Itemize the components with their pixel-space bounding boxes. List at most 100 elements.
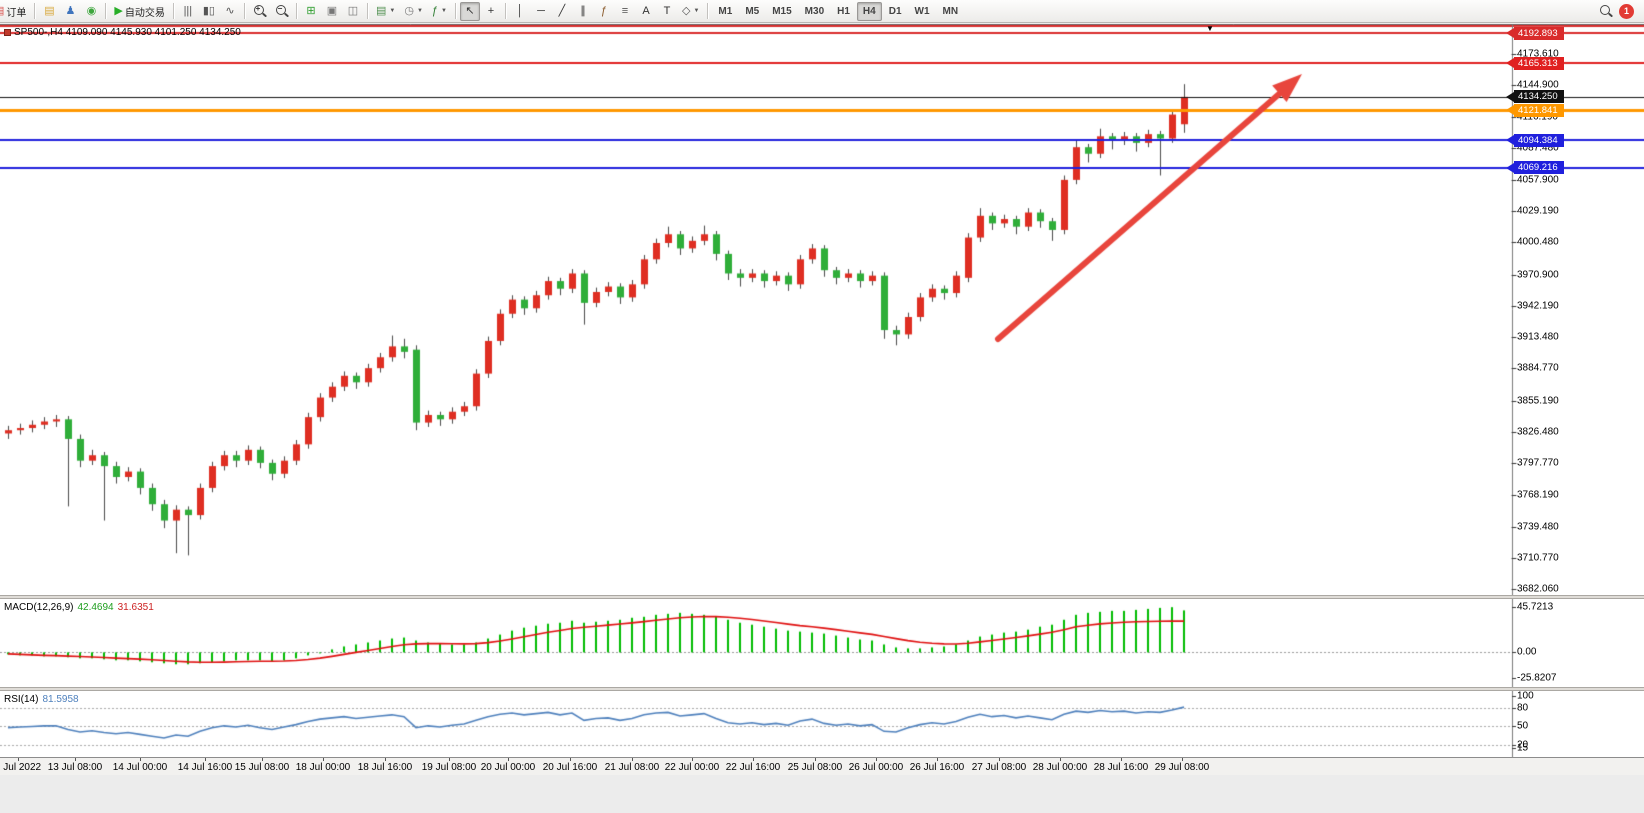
time-axis-tick [140,758,141,761]
time-axis-label: 18 Jul 00:00 [295,762,351,773]
profile-button[interactable]: ♟ [60,2,80,21]
label-tool-icon: T [663,4,671,17]
zoom-out-button[interactable]: − [271,2,292,21]
candle-chart-mode-button[interactable]: ▮▯ [199,2,219,21]
cascade-windows-button[interactable]: ▣ [322,2,342,21]
toolbar-separator [366,3,368,19]
cursor-tool-button[interactable]: ↖ [459,1,480,21]
time-axis-label: 14 Jul 00:00 [112,762,168,773]
fibonacci-tool-button[interactable]: ƒ [594,2,614,21]
crosshair-tool-button[interactable]: + [481,2,501,21]
toolbar-separator [34,3,36,19]
resistance-line-2-price-tag[interactable]: 4165.313 [1506,56,1564,70]
cascade-windows-icon: ▣ [326,4,338,17]
rsi-value: 81.5958 [42,694,79,705]
toolbar-separator [295,3,297,19]
price-axis-label: 4173.610 [1517,48,1559,60]
chart-profiles-button[interactable]: ◷ ▼ [400,2,427,21]
timeframe-m15-button[interactable]: M15 [772,5,792,17]
horizontal-line-tool-button[interactable]: ─ [531,2,551,21]
time-axis-tick [1182,758,1183,761]
zoom-in-button[interactable]: + [249,2,270,21]
candle-chart-mode-icon: ▮▯ [202,4,215,17]
time-axis-tick [937,758,938,761]
bar-chart-mode-button[interactable]: ||| [178,2,198,21]
chart-title: SP500-,H4 4109.090 4145.930 4101.250 413… [4,27,241,38]
indicators-icon: ƒ [431,4,439,17]
timeframe-mn-button[interactable]: MN [942,5,959,17]
mql5-community-button[interactable]: ◉ [81,2,101,21]
macd-pane[interactable]: MACD(12,26,9) 42.4694 31.6351 45.7213 0.00 -… [0,599,1644,687]
time-axis[interactable]: 2 Jul 2022 13 Jul 08:00 14 Jul 00:00 14 Jul… [0,757,1644,775]
support-line-blue-1-price-tag[interactable]: 4094.384 [1506,133,1564,147]
profile-icon: ♟ [65,4,76,17]
rsi-chart-canvas[interactable] [0,691,1644,757]
line-chart-mode-button[interactable]: ∿ [220,2,240,21]
chart-profiles-dropdown-icon: ▼ [416,8,423,14]
macd-axis-label: -25.8207 [1517,672,1557,684]
timeframe-w1-button[interactable]: W1 [914,5,930,17]
new-chart-button[interactable]: ▤ ▼ [372,2,399,21]
cycle-lines-tool-icon: ≡ [621,4,629,17]
time-axis-tick [815,758,816,761]
macd-label: MACD(12,26,9) 42.4694 31.6351 [4,602,154,613]
current-price-line-price-tag[interactable]: 4134.250 [1506,90,1564,104]
resistance-line-1-price-tag[interactable]: 4192.893 [1506,26,1564,40]
shapes-tool-button[interactable]: ◇ ▼ [678,2,703,21]
orders-icon: ▤ [0,5,4,17]
autotrade-button[interactable]: ▶ 自动交易 [110,2,168,21]
timeframe-m30-button[interactable]: M30 [804,5,825,17]
orders-label: 订单 [6,7,27,19]
new-order-button[interactable]: ▤ [39,2,59,21]
time-axis-label: 14 Jul 16:00 [177,762,233,773]
toolbar: ▤订单▤♟◉▶自动交易|||▮▯∿+−⊞▣◫▤▼◷▼ƒ▼↖+│─╱∥ƒ≡AT◇▼… [0,0,1644,23]
new-order-icon: ▤ [44,4,55,17]
time-axis-label: 15 Jul 08:00 [234,762,290,773]
macd-pane-splitter[interactable] [0,595,1644,599]
new-chart-icon: ▤ [375,4,387,17]
resistance-line-1-tag-arrow-icon [1506,28,1514,39]
arrange-windows-icon: ◫ [347,4,359,17]
rsi-pane-splitter[interactable] [0,687,1644,691]
notification-badge[interactable]: 1 [1619,3,1634,19]
rsi-axis-label: 15 [1517,742,1529,754]
channel-tool-button[interactable]: ∥ [573,2,593,21]
support-line-orange-price-tag[interactable]: 4121.841 [1506,103,1564,117]
main-chart-pane[interactable]: SP500-,H4 4109.090 4145.930 4101.250 413… [0,24,1644,595]
cycle-lines-tool-button[interactable]: ≡ [615,2,635,21]
indicators-button[interactable]: ƒ ▼ [428,2,451,21]
toolbar-separator [504,3,506,19]
trendline-tool-button[interactable]: ╱ [552,2,572,21]
timeframe-m5-button[interactable]: M5 [745,5,760,17]
orders-tab[interactable]: ▤订单 [0,2,30,21]
price-axis-label: 4144.900 [1517,79,1559,91]
arrange-windows-button[interactable]: ◫ [343,2,363,21]
price-axis-label: 4057.900 [1517,174,1559,186]
macd-axis-label: 45.7213 [1517,601,1554,613]
zoom-in-icon: + [253,4,266,18]
search-button[interactable] [1595,2,1616,21]
macd-chart-canvas[interactable] [0,599,1644,687]
price-chart-canvas[interactable] [0,24,1644,595]
label-tool-button[interactable]: T [657,2,677,21]
time-axis-tick [1060,758,1061,761]
time-axis-label: 29 Jul 08:00 [1154,762,1210,773]
time-axis-tick [75,758,76,761]
tile-windows-button[interactable]: ⊞ [301,2,321,21]
timeframe-m1-button[interactable]: M1 [718,5,733,17]
rsi-pane[interactable]: RSI(14) 81.5958 100 80 50 20 15 [0,690,1644,757]
text-tool-button[interactable]: A [636,2,656,21]
tile-windows-icon: ⊞ [306,4,316,17]
time-axis-tick [508,758,509,761]
vertical-line-tool-button[interactable]: │ [510,2,530,21]
timeframe-d1-button[interactable]: D1 [888,5,902,17]
time-axis-label: 28 Jul 00:00 [1032,762,1088,773]
price-axis-label: 3768.190 [1517,489,1559,501]
time-axis-label: 26 Jul 16:00 [909,762,965,773]
timeframe-h1-button[interactable]: H1 [837,5,850,17]
support-line-blue-2-price-tag[interactable]: 4069.216 [1506,161,1564,175]
current-price-line-tag-arrow-icon [1506,91,1514,102]
timeframe-h4-button[interactable]: H4 [856,1,882,21]
time-axis-label: 28 Jul 16:00 [1093,762,1149,773]
macd-signal-value: 31.6351 [117,602,154,613]
